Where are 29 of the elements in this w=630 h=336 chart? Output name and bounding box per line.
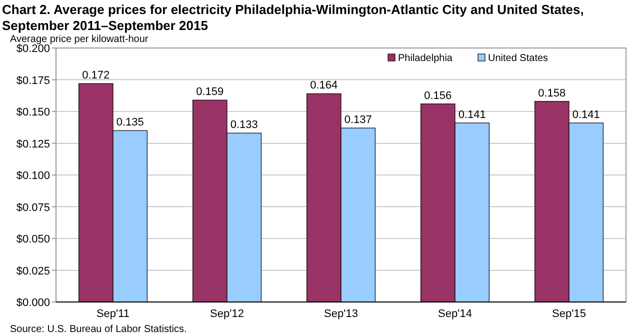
data-label: 0.159 [196, 86, 224, 98]
data-label: 0.141 [572, 108, 600, 121]
y-tick-label: $0.000 [16, 297, 50, 309]
data-label: 0.172 [82, 70, 110, 82]
source-note: Source: U.S. Bureau of Labor Statistics. [10, 324, 187, 335]
y-tick-label: $0.175 [16, 74, 50, 87]
data-label: 0.135 [116, 116, 144, 129]
y-tick-label: $0.050 [16, 234, 50, 246]
y-tick-label: $0.200 [16, 43, 50, 55]
chart-title: Chart 2. Average prices for electricity Philadelphia-Wilmington-Atlantic City and United States, September 2011–September 2015 [2, 2, 584, 33]
x-tick-label: Sep'11 [96, 308, 130, 320]
x-tick-label: Sep'15 [552, 308, 586, 320]
data-label: 0.137 [344, 114, 372, 126]
data-label: 0.133 [230, 119, 258, 132]
x-tick-label: Sep'13 [324, 308, 358, 320]
data-label: 0.158 [538, 87, 566, 100]
y-axis-title: Average price per kilowatt-hour [10, 34, 149, 45]
legend-label: Philadelphia [398, 53, 453, 64]
data-label: 0.156 [424, 90, 452, 102]
y-tick-label: $0.075 [16, 202, 50, 214]
x-tick-label: Sep'12 [210, 308, 244, 320]
data-label: 0.164 [310, 80, 338, 92]
y-tick-label: $0.100 [16, 170, 50, 182]
y-tick-label: $0.125 [16, 138, 50, 150]
x-tick-label: Sep'14 [438, 308, 472, 320]
y-tick-label: $0.150 [16, 106, 50, 118]
data-label: 0.141 [458, 108, 486, 121]
legend-label: United States [488, 53, 548, 64]
y-tick-label: $0.025 [16, 265, 50, 278]
